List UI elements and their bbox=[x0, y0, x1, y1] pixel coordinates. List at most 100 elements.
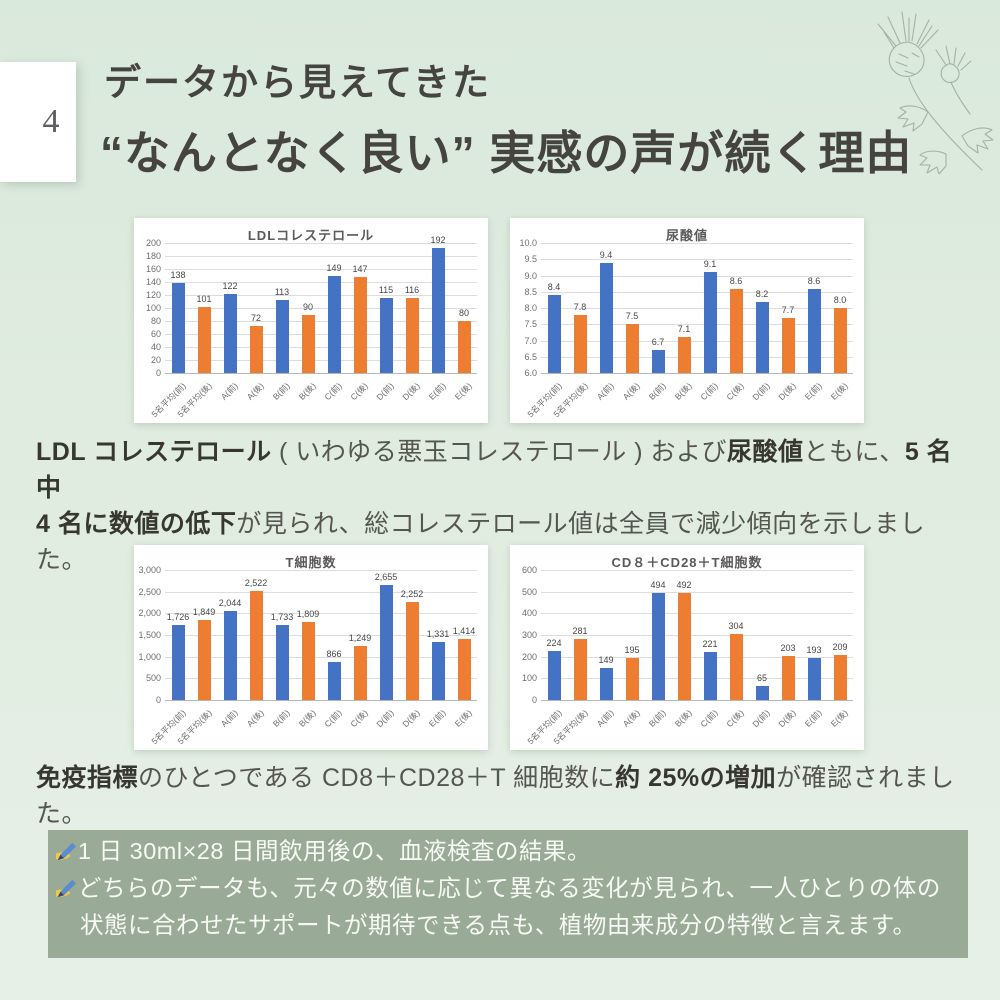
text-line: LDL コレステロール ( いわゆる悪玉コレステロール ) および尿酸値ともに、… bbox=[36, 434, 972, 506]
chart-plot-area: 0 100 200 300 400 500 600 224 5名平均(前) 281 5名平均(後) 1… bbox=[510, 545, 864, 750]
body-text: が確認されました。 bbox=[36, 764, 955, 828]
y-tick-label: 6.5 bbox=[524, 351, 537, 362]
bar-value-label: 224 bbox=[546, 638, 562, 649]
bar-value-label: 1,733 bbox=[270, 611, 294, 622]
bar bbox=[171, 625, 185, 700]
chart-plot-area: 6.0 6.5 7.0 7.5 8.0 8.5 9.0 9.5 10.0 8.4 5名平均(前) 7.… bbox=[510, 218, 864, 423]
bar bbox=[547, 295, 561, 373]
bar-value-label: 7.8 bbox=[573, 301, 587, 312]
bar bbox=[379, 584, 393, 700]
results-paragraph-cholesterol: LDL コレステロール ( いわゆる悪玉コレステロール ) および尿酸値ともに、… bbox=[36, 434, 972, 578]
x-axis-line bbox=[165, 700, 477, 701]
body-text: が見られ、総コレステロール値は全員で減少傾向を示しました。 bbox=[36, 510, 926, 574]
bar-value-label: 1,726 bbox=[166, 612, 190, 623]
bar bbox=[197, 619, 211, 700]
y-tick-label: 500 bbox=[521, 586, 537, 597]
y-tick-label: 10.0 bbox=[519, 238, 537, 248]
text-line: 4 名に数値の低下が見られ、総コレステロール値は全員で減少傾向を示しました。 bbox=[36, 506, 972, 578]
bar-value-label: 304 bbox=[728, 621, 744, 632]
y-tick-label: 500 bbox=[145, 673, 161, 684]
bar-value-label: 7.7 bbox=[781, 304, 795, 315]
bar bbox=[755, 301, 769, 373]
gridline bbox=[165, 635, 477, 636]
y-tick-label: 8.0 bbox=[524, 303, 537, 313]
gridline bbox=[165, 256, 477, 257]
chart-panel-uric-acid: 尿酸値 6.0 6.5 7.0 7.5 8.0 8.5 9.0 9.5 10.0 8.4 5名平均(… bbox=[510, 218, 864, 423]
y-tick-label: 600 bbox=[521, 565, 537, 575]
bar-value-label: 116 bbox=[404, 284, 420, 295]
bar-value-label: 2,655 bbox=[374, 571, 398, 582]
gridline bbox=[165, 295, 477, 296]
bar-value-label: 6.7 bbox=[651, 337, 665, 348]
bar-value-label: 149 bbox=[326, 263, 342, 274]
y-tick-label: 7.0 bbox=[524, 335, 537, 346]
bar-value-label: 7.5 bbox=[625, 311, 639, 322]
chart-title: LDLコレステロール bbox=[247, 228, 375, 243]
bar bbox=[327, 276, 341, 373]
bar bbox=[599, 262, 613, 373]
chart-plot-area: 0 500 1,000 1,500 2,000 2,500 3,000 1,726 5名平均(前… bbox=[134, 545, 488, 750]
y-tick-label: 40 bbox=[150, 342, 161, 352]
bar bbox=[457, 321, 471, 373]
y-tick-label: 200 bbox=[145, 238, 161, 248]
y-tick-label: 7.5 bbox=[524, 319, 537, 330]
bar-value-label: 138 bbox=[170, 270, 186, 281]
bar bbox=[833, 654, 847, 700]
y-tick-label: 6.0 bbox=[524, 368, 537, 378]
gridline bbox=[165, 570, 477, 571]
emphasis-text: 尿酸値 bbox=[727, 438, 804, 466]
bar bbox=[275, 624, 289, 700]
page-number-box: 4 bbox=[0, 62, 76, 182]
gridline bbox=[541, 324, 853, 326]
bar bbox=[171, 283, 185, 373]
gridline bbox=[541, 635, 853, 636]
y-tick-label: 1,000 bbox=[138, 651, 161, 662]
y-tick-label: 300 bbox=[521, 630, 537, 640]
bar-value-label: 2,522 bbox=[244, 577, 268, 588]
y-tick-label: 0 bbox=[531, 695, 537, 705]
bar-value-label: 7.1 bbox=[677, 324, 691, 335]
gridline bbox=[541, 291, 853, 293]
bar-value-label: 65 bbox=[756, 672, 767, 683]
bar-value-label: 9.1 bbox=[703, 259, 717, 270]
bar bbox=[781, 317, 795, 373]
y-tick-label: 140 bbox=[145, 277, 161, 287]
bar-value-label: 494 bbox=[650, 579, 666, 590]
bar bbox=[651, 592, 665, 700]
gridline bbox=[165, 282, 477, 283]
footnote-box: 1 日 30ml×28 日間飲用後の、血液検査の結果。 どちらのデータも、元々の… bbox=[48, 830, 968, 958]
bar bbox=[301, 314, 315, 373]
bar-value-label: 2,044 bbox=[218, 598, 242, 609]
gridline bbox=[165, 591, 477, 593]
bar-value-label: 9.4 bbox=[599, 249, 613, 260]
y-tick-label: 2,000 bbox=[138, 608, 161, 619]
footnote-list: 1 日 30ml×28 日間飲用後の、血液検査の結果。 どちらのデータも、元々の… bbox=[52, 833, 958, 944]
bar bbox=[833, 308, 847, 373]
bar bbox=[223, 611, 237, 700]
thistle-illustration-icon bbox=[877, 11, 994, 175]
gridline bbox=[541, 275, 853, 277]
gridline bbox=[165, 613, 477, 615]
gridline bbox=[165, 347, 477, 348]
writing-hand-icon bbox=[55, 879, 76, 898]
chart-title: CD８＋CD28＋T細胞数 bbox=[611, 555, 763, 570]
gridline bbox=[541, 656, 853, 658]
y-tick-label: 160 bbox=[145, 264, 161, 274]
bar-value-label: 147 bbox=[352, 264, 368, 275]
y-tick-label: 0 bbox=[155, 368, 161, 378]
bar-value-label: 1,249 bbox=[348, 632, 372, 643]
gridline bbox=[165, 360, 477, 361]
gridline bbox=[541, 308, 853, 309]
bar-value-label: 193 bbox=[806, 645, 822, 656]
bar-value-label: 1,809 bbox=[296, 608, 320, 619]
bar-value-label: 281 bbox=[572, 626, 588, 637]
bar bbox=[677, 593, 691, 700]
bar bbox=[625, 657, 639, 700]
y-tick-label: 1,500 bbox=[138, 630, 161, 640]
bar bbox=[755, 685, 769, 700]
gridline bbox=[541, 340, 853, 342]
gridline bbox=[541, 591, 853, 593]
bar-value-label: 8.6 bbox=[729, 275, 743, 286]
chart-panel-t-cell-count: T細胞数 0 500 1,000 1,500 2,000 2,500 3,000 1,726 5… bbox=[134, 545, 488, 750]
bar bbox=[807, 658, 821, 700]
